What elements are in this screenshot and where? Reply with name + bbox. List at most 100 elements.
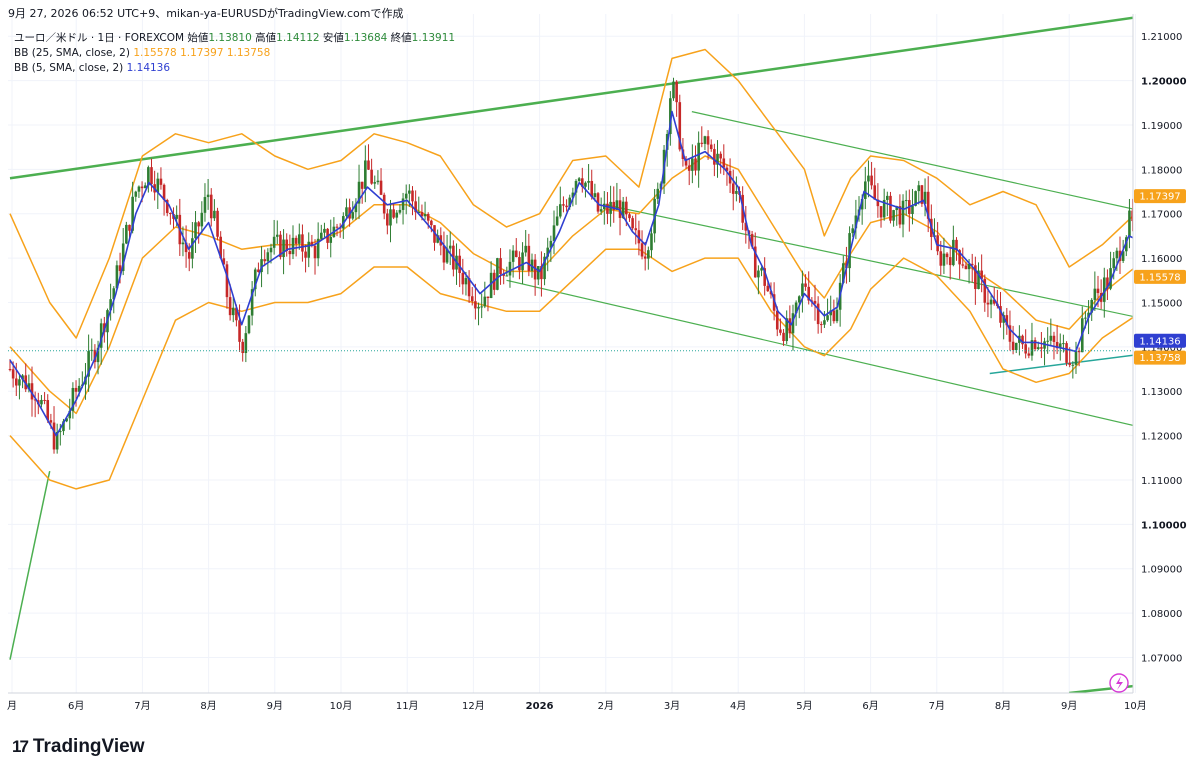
candle-body [376,180,380,183]
candle-body [74,387,78,392]
lightning-icon[interactable] [1109,673,1129,693]
candle-body [829,310,833,316]
y-tick-label: 1.10000 [1141,520,1187,531]
candle-body [477,306,480,309]
candle-body [574,180,578,193]
candle-body [518,257,521,271]
price-label-text: 1.15578 [1139,272,1180,283]
candle-body [634,228,638,231]
price-label: 1.17397 [1134,189,1186,204]
y-tick-label: 1.14000 [1141,343,1182,354]
candle-body [612,201,616,210]
candle-body [920,185,924,204]
candle-body [700,142,704,144]
chart-header: 9月 27, 2026 06:52 UTC+9、mikan-ya-EURUSDが… [8,5,403,21]
candle-body [109,299,112,311]
legend-bb5[interactable]: BB (5, SMA, close, 2) 1.14136 [14,61,455,76]
y-tick-label: 1.18000 [1141,165,1182,176]
candle-body [1109,268,1112,289]
candle-body [470,296,474,302]
candle-body [162,184,166,200]
bb25-mid-line [9,155,1133,415]
candle-body [785,318,788,342]
x-tick-label: 6月 [68,700,84,712]
candle-body [128,224,131,231]
candle-body [389,209,392,226]
candle-body [1124,237,1128,252]
candle-body [55,432,59,450]
x-tick-label: 8月 [200,700,216,712]
candle-body [87,351,90,377]
candle-body [1077,350,1081,353]
candle-body [464,278,468,285]
candle-body [650,233,653,251]
candle-body [719,153,722,159]
candle-body [253,269,257,290]
candle-body [11,369,15,379]
candle-body [1033,340,1037,350]
candle-body [263,259,267,262]
price-label-text: 1.17397 [1139,192,1180,203]
candle-body [351,212,355,219]
candle-body [540,266,543,280]
candle-body [125,224,128,244]
candle-body [879,206,883,218]
candles [8,77,1141,454]
candle-body [801,283,804,297]
candle-body [989,299,993,305]
candle-body [467,278,471,297]
candle-body [8,369,12,371]
candle-body [546,247,550,257]
price-label: 1.14136 [1134,333,1186,348]
legend-high: 1.14112 [276,32,320,44]
legend-low: 1.13684 [343,32,388,44]
legend-close-label: 終値 [390,32,412,44]
candle-body [684,159,688,166]
candle-body [819,324,823,326]
tradingview-logo[interactable]: 17 TradingView [12,736,145,758]
candle-body [508,261,512,276]
candle-body [536,266,540,280]
candle-body [423,214,427,217]
candle-body [1030,340,1034,356]
candle-body [697,142,700,171]
candle-body [1011,341,1015,351]
candle-body [725,167,729,171]
candle-body [823,320,826,325]
candle-body [505,275,509,277]
candle-body [436,235,439,243]
candle-body [952,239,955,266]
candle-body [417,211,421,213]
candle-body [1138,221,1141,225]
candle-body [886,195,889,200]
candle-body [958,250,961,265]
price-label-text: 1.14136 [1139,336,1180,347]
grid [8,14,1136,693]
candle-body [1131,210,1133,222]
candle-body [143,185,147,189]
candle-body [775,310,779,330]
candle-body [562,204,565,206]
candle-body [716,153,719,165]
candle-body [763,268,766,286]
candle-body [948,257,952,266]
candle-body [936,235,939,252]
candle-body [294,237,298,244]
candle-body [955,239,958,251]
candle-body [923,191,927,204]
legend-bb25[interactable]: BB (25, SMA, close, 2) 1.15578 1.17397 1… [14,46,455,61]
candle-body [687,165,691,171]
candle-body [860,198,864,210]
x-tick-label: 10月 [330,700,353,712]
candle-body [543,256,546,280]
candle-body [448,245,452,249]
candle-body [565,205,568,208]
header-text: 9月 27, 2026 06:52 UTC+9、mikan-ya-EURUSDが… [8,7,404,20]
legend-symbol[interactable]: ユーロ／米ドル · 1日 · FOREXCOM [14,32,185,44]
y-tick-label: 1.07000 [1141,653,1182,664]
candle-body [260,259,263,273]
candle-body [181,242,185,245]
candle-body [99,323,103,348]
candle-body [917,185,921,192]
